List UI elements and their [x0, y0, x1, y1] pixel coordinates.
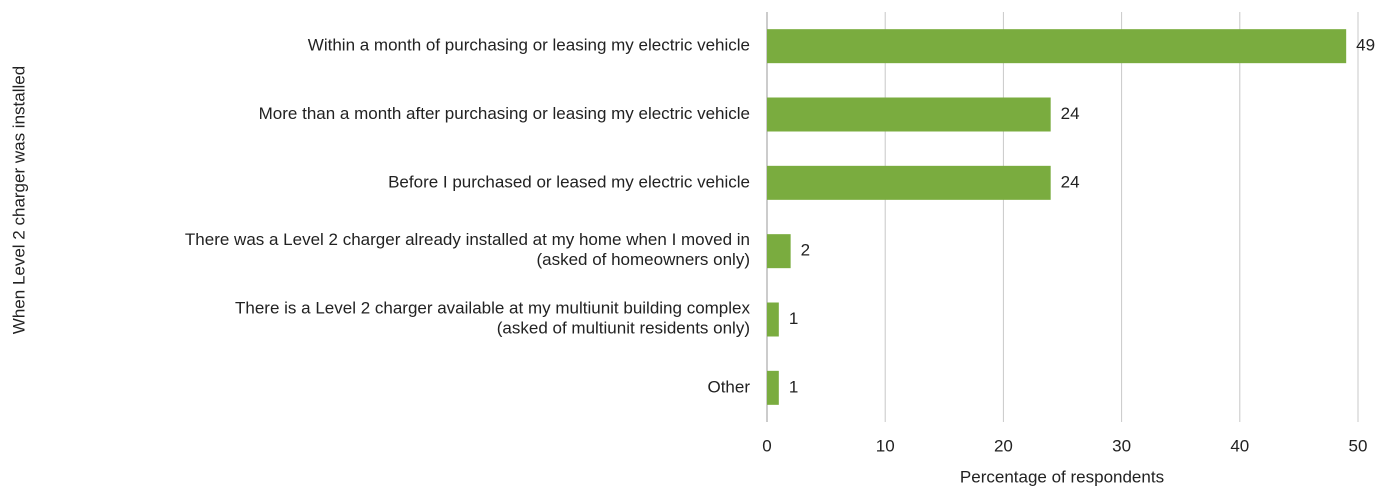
y-axis-label: When Level 2 charger was installed — [9, 66, 28, 334]
bar — [767, 29, 1347, 64]
y-tick-label: Before I purchased or leased my electric… — [388, 172, 750, 191]
data-label: 1 — [789, 309, 798, 328]
y-tick-label: Other — [707, 377, 750, 396]
y-tick-label: There was a Level 2 charger already inst… — [185, 231, 750, 270]
data-label: 24 — [1061, 172, 1080, 191]
y-tick-label: There is a Level 2 charger available at … — [235, 299, 750, 338]
x-tick-label: 10 — [876, 436, 895, 455]
y-tick-label: More than a month after purchasing or le… — [259, 104, 750, 123]
data-label: 1 — [789, 377, 798, 396]
data-label: 24 — [1061, 104, 1080, 123]
data-label: 2 — [801, 241, 810, 260]
bar — [767, 165, 1051, 200]
bar — [767, 370, 779, 405]
bar — [767, 234, 791, 269]
x-tick-label: 0 — [762, 436, 771, 455]
data-label: 49 — [1356, 36, 1375, 55]
bar — [767, 97, 1051, 132]
bar — [767, 302, 779, 337]
x-tick-label: 50 — [1349, 436, 1368, 455]
x-axis-label: Percentage of respondents — [960, 467, 1164, 486]
x-tick-label: 30 — [1112, 436, 1131, 455]
x-tick-label: 40 — [1230, 436, 1249, 455]
y-tick-label: Within a month of purchasing or leasing … — [308, 36, 750, 55]
x-tick-label: 20 — [994, 436, 1013, 455]
